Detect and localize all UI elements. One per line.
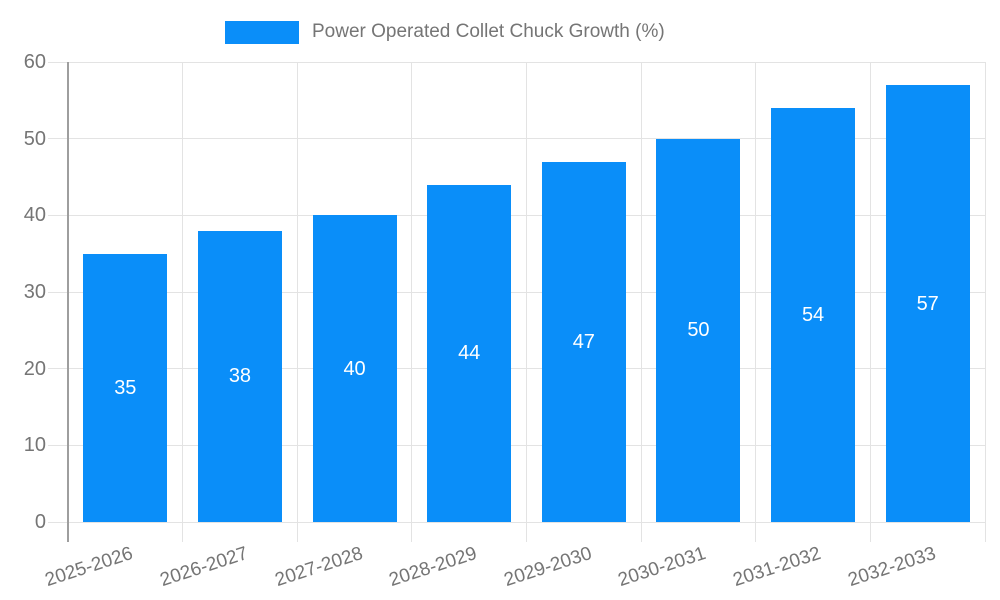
y-tick-label: 10: [23, 434, 46, 457]
gridline-vertical: [411, 62, 413, 542]
x-tick-label: 2026-2027: [157, 543, 251, 592]
chart-legend[interactable]: Power Operated Collet Chuck Growth (%): [225, 18, 665, 46]
x-tick-label: 2030-2031: [616, 543, 709, 592]
y-tick-label: 0: [34, 511, 46, 533]
bar: [427, 184, 512, 522]
bar: [541, 161, 626, 522]
y-tick-label: 40: [23, 204, 46, 227]
gridline-vertical: [640, 62, 642, 542]
bar: [771, 108, 856, 522]
gridline-horizontal: [48, 368, 985, 370]
gridline-vertical: [182, 62, 184, 542]
bar-value-label: 47: [572, 330, 595, 353]
bar-value-label: 38: [228, 365, 252, 388]
bar: [312, 215, 397, 522]
bar-value-label: 44: [458, 342, 481, 365]
x-tick-label: 2032-2033: [845, 543, 939, 592]
bar: [885, 85, 970, 522]
gridline-vertical: [526, 62, 527, 542]
gridline-horizontal: [48, 291, 985, 293]
bar: [83, 253, 168, 522]
y-tick-label: 30: [23, 281, 46, 303]
gridline-horizontal: [48, 521, 985, 523]
gridline-vertical: [869, 62, 871, 542]
gridline-vertical: [755, 62, 757, 542]
plot-area: 35 38 40 44 47 50 54 57: [48, 61, 986, 542]
gridline-vertical: [296, 62, 298, 542]
bar: [197, 230, 282, 522]
gridline-horizontal: [48, 138, 985, 140]
legend-label: Power Operated Collet Chuck Growth (%): [312, 21, 665, 42]
legend-swatch-icon: [225, 20, 299, 44]
bar-value-label: 54: [801, 304, 825, 326]
gridline-horizontal: [48, 214, 985, 216]
x-tick-label: 2029-2030: [501, 543, 595, 592]
y-tick-label: 60: [23, 51, 46, 73]
gridline-horizontal: [48, 444, 985, 446]
bar: [656, 138, 741, 522]
y-tick-label: 50: [23, 127, 46, 150]
bar-value-label: 57: [916, 292, 939, 315]
y-axis-line: [67, 62, 69, 542]
bar-value-label: 40: [343, 357, 366, 380]
x-tick-label: 2028-2029: [386, 543, 480, 592]
x-tick-label: 2031-2032: [730, 543, 824, 592]
gridline-vertical: [984, 62, 986, 542]
gridline-horizontal: [48, 61, 985, 63]
x-tick-label: 2025-2026: [42, 543, 136, 592]
x-tick-label: 2027-2028: [272, 543, 366, 592]
y-tick-label: 20: [23, 357, 46, 380]
bar-value-label: 35: [114, 376, 137, 399]
bar-value-label: 50: [687, 319, 710, 342]
